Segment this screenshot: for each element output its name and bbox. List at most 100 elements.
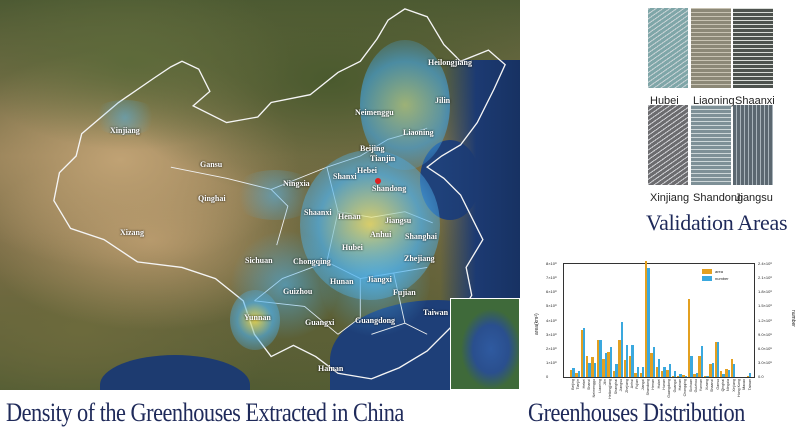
bar-number — [711, 362, 714, 377]
legend-label-number: number — [715, 276, 729, 281]
province-label: Xizang — [120, 228, 144, 237]
validation-label-liaoning: Liaoning — [693, 95, 735, 107]
bar-area — [644, 261, 648, 377]
bar-area — [591, 357, 594, 377]
south-china-sea-inset — [450, 298, 520, 390]
bar-area — [746, 376, 750, 377]
bar-area — [687, 299, 691, 377]
bar-number — [716, 341, 720, 377]
validation-image-liaoning — [691, 8, 731, 88]
y-tick-right: 9.0×10⁵ — [758, 331, 773, 337]
bar-number — [641, 367, 645, 377]
china-greenhouse-density-map — [0, 0, 520, 390]
bar-number — [583, 327, 586, 377]
y-tick-right: 1.2×10⁶ — [758, 317, 772, 323]
y-tick-right: 3.0×10⁵ — [758, 359, 773, 365]
validation-label-hubei: Hubei — [650, 95, 679, 107]
bar-area — [671, 375, 675, 377]
y-tick-left: 5×10⁸ — [546, 303, 557, 309]
bar-number — [690, 355, 693, 377]
province-label: Ningxia — [283, 179, 310, 188]
y-tick-right: 1.8×10⁶ — [758, 289, 772, 295]
greenhouse-distribution-chart: area number 0 1×10⁸ 2×10⁸ 3×10⁸ 4×10⁸ 5×10⁸ 6×… — [528, 255, 800, 400]
legend-item-area: area — [702, 268, 729, 275]
bar-area — [693, 374, 696, 377]
province-label: Xinjiang — [110, 126, 140, 135]
province-label: Hainan — [318, 364, 344, 373]
bar-number — [727, 369, 731, 377]
bar-area — [709, 364, 712, 377]
chart-plot-area: area number — [563, 261, 755, 378]
bar-number — [706, 375, 709, 377]
bar-number — [732, 364, 736, 377]
bar-area — [612, 371, 616, 377]
map-caption: Density of the Greenhouses Extracted in … — [6, 398, 404, 427]
bar-area — [661, 371, 664, 377]
density-hotspot-xinjiang — [90, 100, 160, 135]
bar-number — [604, 353, 607, 377]
density-hotspot-south — [320, 220, 430, 340]
bar-number — [663, 367, 666, 377]
bar-number — [679, 374, 682, 377]
province-label: Shandong — [372, 184, 407, 193]
province-label: Neimenggu — [355, 108, 394, 117]
density-hotspot-northeast — [360, 40, 450, 170]
validation-label-xinjiang: Xinjiang — [650, 192, 690, 204]
legend-swatch-number — [702, 276, 712, 281]
bar-number — [631, 344, 634, 377]
y-tick-left: 3×10⁸ — [546, 331, 557, 337]
bar-area — [730, 358, 733, 377]
province-label: Shanghai — [405, 232, 438, 241]
validation-label-jiangsu: Jiangsu — [735, 192, 773, 204]
province-label: Jilin — [435, 96, 451, 105]
bar-area — [677, 376, 680, 377]
bar-area — [639, 372, 642, 377]
province-label: Hebei — [357, 166, 377, 175]
bar-number — [695, 372, 698, 377]
bar-area — [703, 375, 707, 377]
y-tick-left: 2×10⁸ — [546, 345, 557, 351]
bar-number — [588, 362, 591, 377]
validation-image-jiangsu — [733, 105, 773, 185]
province-label: Anhui — [370, 230, 392, 239]
y-tick-left: 6×10⁸ — [546, 289, 557, 295]
province-label: Liaoning — [403, 128, 434, 137]
validation-image-hubei — [648, 8, 688, 88]
bar-area — [580, 330, 584, 377]
province-label: Gansu — [200, 160, 223, 169]
bar-number — [572, 367, 575, 377]
province-label: Qinghai — [198, 194, 226, 203]
province-label: Guangxi — [305, 318, 335, 327]
y-axis-left-label: area(km²) — [534, 313, 540, 335]
x-tick-province: Taiwan — [747, 379, 752, 391]
bar-number — [647, 268, 650, 377]
bar-area — [719, 371, 723, 377]
validation-image-shaanxi — [733, 8, 773, 88]
y-tick-left: 7×10⁸ — [546, 275, 557, 281]
bar-number — [593, 362, 597, 377]
bar-number — [722, 374, 725, 377]
province-label: Henan — [338, 212, 361, 221]
province-label: Zhejiang — [404, 254, 435, 263]
bar-number — [620, 321, 623, 377]
validation-areas-title: Validation Areas — [646, 210, 788, 235]
bar-number — [674, 371, 677, 377]
bar-area — [698, 355, 701, 377]
province-label: Fujian — [393, 288, 416, 297]
bar-area — [655, 367, 659, 377]
province-label: Guizhou — [283, 287, 313, 296]
y-tick-right: 6.0×10⁵ — [758, 345, 773, 351]
province-label: Jiangsu — [385, 216, 412, 225]
y-tick-right: 2.4×10⁶ — [758, 261, 772, 266]
chart-legend: area number — [702, 268, 729, 282]
bar-area — [725, 369, 728, 377]
province-label: Shaanxi — [304, 208, 332, 217]
validation-label-shaanxi: Shaanxi — [735, 95, 775, 107]
bar-area — [596, 340, 600, 377]
bar-number — [684, 375, 688, 377]
province-label: Heilongjiang — [428, 58, 473, 67]
y-tick-right: 2.1×10⁶ — [758, 275, 772, 281]
bar-area — [586, 355, 589, 377]
chart-caption: Greenhouses Distribution — [528, 398, 745, 427]
bar-area — [666, 369, 669, 377]
